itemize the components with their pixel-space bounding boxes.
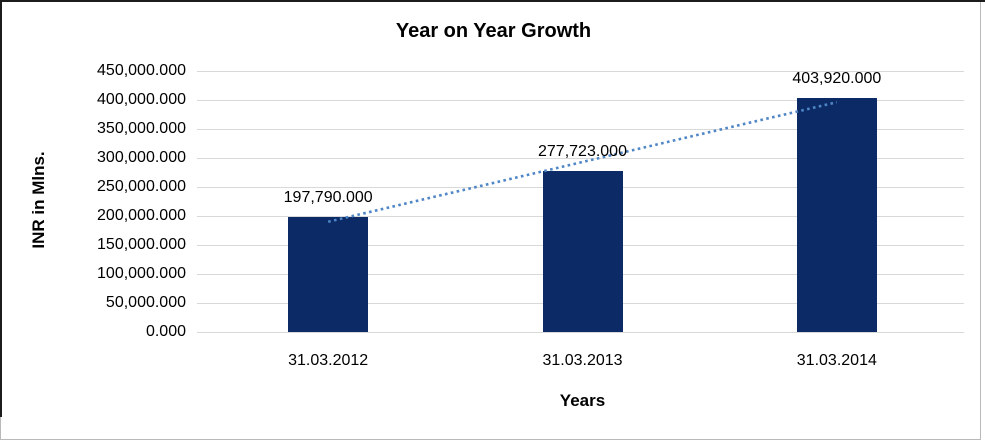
- gridline: [197, 100, 964, 101]
- y-tick-label: 50,000.000: [105, 294, 186, 311]
- y-tick-label: 450,000.000: [97, 62, 186, 79]
- x-tick-label: 31.03.2012: [288, 352, 369, 369]
- x-axis-title: Years: [559, 391, 606, 410]
- y-tick-label: 400,000.000: [97, 91, 186, 108]
- data-label: 277,723.000: [538, 142, 627, 160]
- x-tick-label: 31.03.2013: [542, 352, 623, 369]
- bar: [288, 217, 369, 332]
- bar: [542, 170, 623, 332]
- y-tick-label: 150,000.000: [97, 236, 186, 253]
- y-tick-label: 0.000: [145, 323, 186, 340]
- gridline: [197, 71, 964, 72]
- frame-border-left: [0, 0, 2, 417]
- frame-border-top: [0, 0, 985, 2]
- gridline: [197, 332, 964, 333]
- y-tick-label: 300,000.000: [97, 149, 186, 166]
- y-tick-label: 250,000.000: [97, 178, 186, 195]
- x-tick-label: 31.03.2014: [796, 352, 877, 369]
- y-tick-label: 200,000.000: [97, 207, 186, 224]
- gridline: [197, 158, 964, 159]
- bar: [796, 97, 877, 332]
- data-label: 403,920.000: [792, 69, 882, 87]
- y-tick-label: 100,000.000: [97, 265, 186, 282]
- data-label: 197,790.000: [283, 189, 373, 207]
- plot-area: 197,790.000 277,723.000 403,920.000: [197, 69, 964, 333]
- y-tick-label: 350,000.000: [97, 120, 186, 137]
- chart-title: Year on Year Growth: [395, 20, 592, 42]
- gridline: [197, 129, 964, 130]
